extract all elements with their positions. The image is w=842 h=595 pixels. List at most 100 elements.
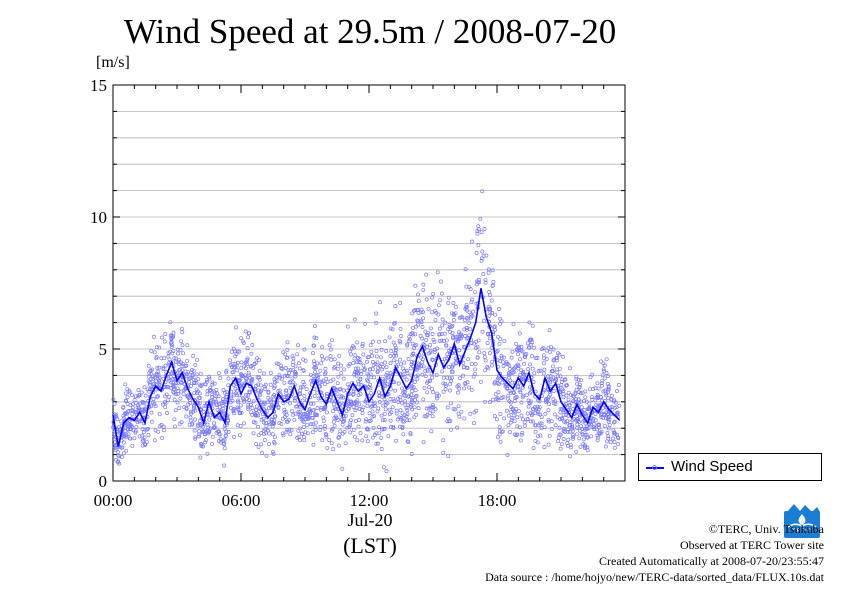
sample-point xyxy=(595,381,600,386)
sample-point xyxy=(358,387,363,392)
sample-point xyxy=(396,399,401,404)
sample-point xyxy=(325,445,330,450)
sample-point xyxy=(453,304,458,309)
sample-point xyxy=(428,348,433,353)
sample-point xyxy=(452,313,457,318)
sample-point xyxy=(561,428,566,433)
sample-point xyxy=(298,392,303,397)
sample-point xyxy=(421,397,426,402)
sample-point xyxy=(383,360,387,365)
sample-point xyxy=(210,441,215,446)
sample-point xyxy=(192,390,197,395)
sample-point xyxy=(526,345,531,350)
sample-point xyxy=(577,385,582,390)
sample-point xyxy=(352,317,357,322)
sample-point xyxy=(614,405,619,410)
sample-point xyxy=(224,370,229,375)
sample-point xyxy=(398,362,403,367)
sample-point xyxy=(425,368,430,373)
sample-point xyxy=(562,378,567,382)
sample-point xyxy=(412,343,417,348)
wind-speed-line xyxy=(112,288,621,447)
sample-point xyxy=(157,365,162,370)
sample-point xyxy=(233,386,238,391)
sample-point xyxy=(420,336,425,341)
sample-point xyxy=(133,394,138,399)
sample-point xyxy=(587,405,592,410)
sample-point xyxy=(168,375,173,380)
sample-point xyxy=(140,407,145,412)
sample-point xyxy=(177,406,182,411)
sample-point xyxy=(372,403,377,408)
sample-point xyxy=(223,434,228,438)
sample-point xyxy=(604,371,609,375)
sample-point xyxy=(200,424,205,429)
sample-point xyxy=(578,428,583,433)
sample-point xyxy=(268,370,273,375)
sample-point xyxy=(228,405,233,410)
sample-point xyxy=(355,438,360,443)
sample-point xyxy=(524,393,529,398)
sample-point xyxy=(251,420,256,425)
sample-point xyxy=(400,425,405,430)
sample-point xyxy=(262,438,267,442)
sample-point xyxy=(287,380,292,385)
sample-point xyxy=(358,431,363,436)
sample-point xyxy=(226,383,231,388)
sample-point xyxy=(392,353,397,358)
sample-point xyxy=(585,448,590,453)
sample-point xyxy=(210,382,215,387)
sample-point xyxy=(346,406,351,411)
sample-point xyxy=(161,428,166,433)
sample-point xyxy=(302,347,307,352)
sample-point xyxy=(522,420,527,425)
sample-point xyxy=(301,419,306,424)
sample-points xyxy=(111,189,622,474)
sample-point xyxy=(410,332,415,337)
sample-point xyxy=(439,332,444,337)
sample-point xyxy=(431,358,435,363)
sample-point xyxy=(380,367,384,372)
sample-point xyxy=(616,383,621,387)
sample-point xyxy=(584,412,589,417)
sample-point xyxy=(407,334,412,339)
sample-point xyxy=(440,369,445,374)
sample-point xyxy=(311,351,315,356)
sample-point xyxy=(246,406,251,411)
sample-point xyxy=(413,388,418,393)
sample-point xyxy=(266,395,271,400)
sample-point xyxy=(230,370,235,375)
sample-point xyxy=(407,393,411,398)
sample-point xyxy=(119,454,124,459)
sample-point xyxy=(313,365,318,370)
sample-point xyxy=(370,409,375,414)
sample-point xyxy=(160,335,164,340)
sample-point xyxy=(519,400,524,405)
sample-point xyxy=(556,439,561,444)
sample-point xyxy=(382,397,387,402)
sample-point xyxy=(402,360,407,365)
sample-point xyxy=(378,355,383,360)
sample-point xyxy=(208,385,213,390)
sample-point xyxy=(568,366,572,371)
sample-point xyxy=(432,339,437,344)
sample-point xyxy=(514,341,519,346)
sample-point xyxy=(366,355,371,359)
sample-point xyxy=(497,341,502,346)
sample-point xyxy=(123,391,128,396)
sample-point xyxy=(255,356,259,361)
sample-point xyxy=(451,318,456,322)
sample-point xyxy=(529,419,533,424)
sample-point xyxy=(498,321,503,326)
sample-point xyxy=(384,349,389,354)
sample-point xyxy=(243,373,248,378)
sample-point xyxy=(146,433,151,437)
sample-point xyxy=(446,365,451,369)
sample-point xyxy=(136,407,141,412)
sample-point xyxy=(516,364,521,368)
sample-point xyxy=(592,422,597,426)
sample-point xyxy=(596,435,600,440)
sample-point xyxy=(261,428,266,433)
sample-point xyxy=(285,347,290,352)
